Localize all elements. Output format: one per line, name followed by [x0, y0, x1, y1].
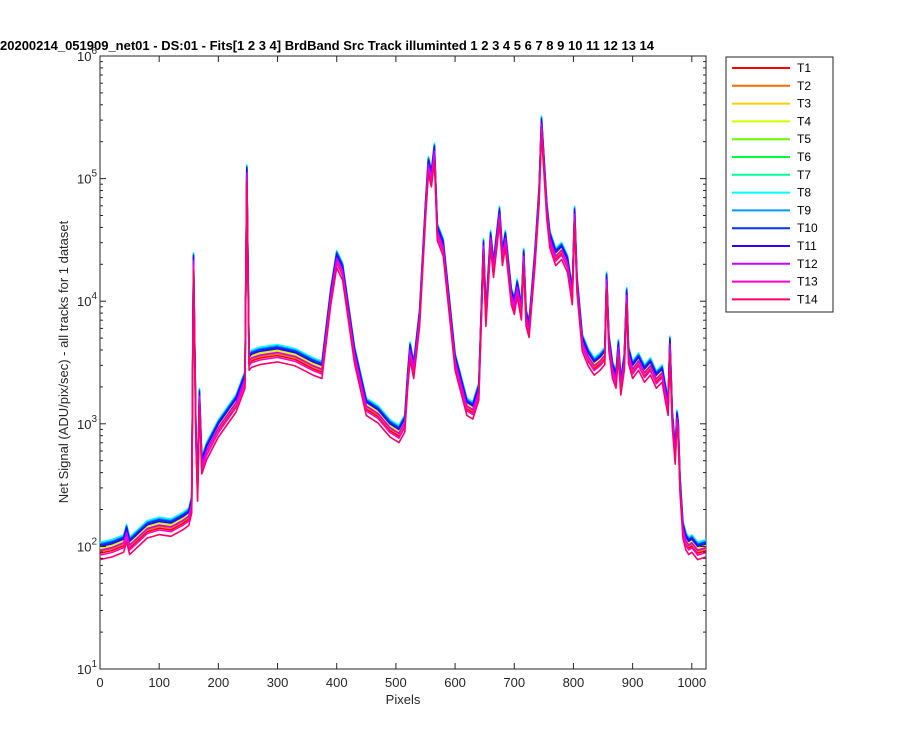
y-tick-label: 103 — [77, 414, 97, 432]
y-tick-label: 102 — [77, 536, 97, 554]
series-lines — [99, 115, 707, 561]
x-tick-label: 1000 — [677, 675, 706, 690]
x-tick-label: 700 — [503, 675, 525, 690]
series-line-t14 — [99, 132, 707, 561]
x-axis-ticks: 0 100 200 300 400 500 600 700 800 900 1000 — [96, 56, 706, 690]
legend-label-t9: T9 — [797, 203, 811, 217]
x-tick-label: 400 — [326, 675, 348, 690]
y-tick-label: 106 — [77, 46, 97, 64]
plot-area — [99, 55, 707, 670]
x-tick-label: 100 — [148, 675, 170, 690]
legend-label-t7: T7 — [797, 168, 811, 182]
y-tick-label: 104 — [77, 291, 97, 309]
legend: T1 T2 T3 T4 T5 T6 T7 T8 T9 T10 T11 T12 T13 T14 — [725, 56, 834, 313]
legend-label-t8: T8 — [797, 186, 811, 200]
legend-label-t1: T1 — [797, 61, 811, 75]
x-tick-label: 900 — [622, 675, 644, 690]
legend-label-t3: T3 — [797, 97, 811, 111]
y-axis-label: Net Signal (ADU/pix/sec) - all tracks fo… — [56, 220, 71, 503]
y-axis-ticks: 101 102 103 104 105 106 — [77, 46, 706, 677]
x-tick-label: 0 — [96, 675, 103, 690]
legend-box — [725, 56, 834, 313]
legend-label-t14: T14 — [797, 292, 818, 306]
x-tick-label: 500 — [385, 675, 407, 690]
legend-label-t11: T11 — [797, 239, 817, 253]
legend-label-t12: T12 — [797, 257, 818, 271]
legend-label-t4: T4 — [797, 114, 811, 128]
x-tick-label: 300 — [267, 675, 289, 690]
x-tick-label: 800 — [563, 675, 585, 690]
legend-label-t6: T6 — [797, 150, 811, 164]
x-tick-label: 600 — [444, 675, 466, 690]
y-tick-label: 105 — [77, 169, 97, 187]
x-tick-label: 200 — [208, 675, 230, 690]
legend-label-t5: T5 — [797, 132, 811, 146]
x-axis-label: Pixels — [386, 692, 421, 707]
chart-title: 20200214_051909_net01 - DS:01 - Fits[1 2… — [0, 38, 655, 53]
legend-label-t2: T2 — [797, 79, 811, 93]
legend-label-t10: T10 — [797, 221, 818, 235]
legend-label-t13: T13 — [797, 275, 818, 289]
y-tick-label: 101 — [77, 659, 97, 677]
